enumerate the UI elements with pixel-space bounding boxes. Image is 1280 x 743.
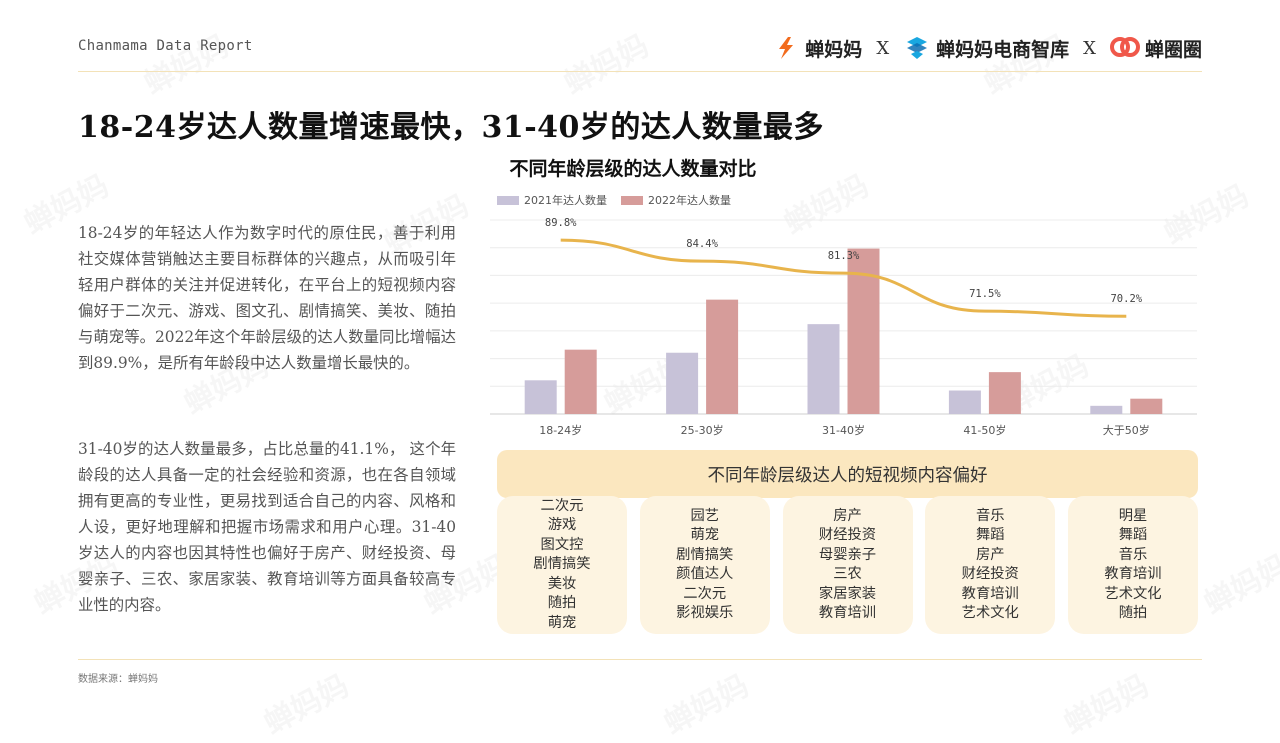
logo-separator: X [876,37,890,59]
bar-2021 [948,390,981,414]
watermark-text: 蝉妈妈 [1195,541,1280,622]
chanquanquan-logo-icon [1109,37,1140,57]
x-tick-label: 41-50岁 [963,423,1006,437]
preference-item: 二次元 [540,497,584,514]
bar-2021 [1090,405,1123,414]
growth-rate-label: 81.3% [828,250,860,262]
analysis-paragraph-midage: 31-40岁的达人数量最多，占比总量的41.1%， 这个年龄段的达人具备一定的社… [78,440,456,614]
preference-item: 教育培训 [1104,566,1162,582]
bar-2021 [666,352,699,414]
bar-2022 [564,349,597,414]
preference-item: 随拍 [1118,605,1148,621]
age-bar-line-chart: 18-24岁 25-30岁 31-40岁 41-50岁 大于50岁 89.8% 84.4% 8… [490,217,1197,437]
preference-item: 房产 [975,546,1005,563]
chanmama-think-tank-logo-text: 蝉妈妈电商智库 [936,38,1070,61]
chanmama-think-tank-logo-icon [907,37,928,59]
legend-swatch-2022 [621,195,643,205]
preference-column: 二次元游戏图文控剧情搞笑美妆随拍萌宠 [497,496,627,634]
growth-rate-label: 70.2% [1110,293,1142,305]
preference-item: 音乐 [975,507,1005,524]
watermark-text: 蝉妈妈 [255,661,355,742]
chanmama-logo-icon [779,37,794,59]
watermark-text: 蝉妈妈 [1055,661,1155,742]
preference-column: 音乐舞蹈房产财经投资教育培训艺术文化 [925,496,1056,634]
preference-column: 园艺萌宠剧情搞笑颜值达人二次元影视娱乐 [639,496,770,634]
preference-item: 财经投资 [961,566,1019,582]
x-tick-label: 31-40岁 [822,423,865,437]
x-tick-label: 大于50岁 [1103,423,1150,437]
chanmama-logo-text: 蝉妈妈 [805,38,863,61]
logo-separator: X [1083,37,1096,59]
preference-item: 二次元 [683,585,727,602]
preference-item: 萌宠 [547,614,577,631]
legend-label-2022: 2022年达人数量 [648,194,731,207]
preference-column: 房产财经投资母婴亲子三农家居家装教育培训 [782,496,913,634]
preference-item: 萌宠 [690,527,720,543]
data-source: 数据来源：蝉妈妈 [78,674,158,685]
preference-column: 明星舞蹈音乐教育培训艺术文化随拍 [1068,496,1198,634]
preference-item: 颜值达人 [676,566,734,582]
preference-item: 艺术文化 [1104,585,1162,602]
watermark-text: 蝉妈妈 [655,661,755,742]
preference-item: 影视娱乐 [676,605,734,621]
preference-item: 明星 [1118,507,1148,524]
chanquanquan-logo: 蝉圈圈 [1109,34,1202,62]
footer-divider [78,659,1202,660]
legend-item-2022: 2022年达人数量 [621,192,731,208]
preference-item: 艺术文化 [961,605,1019,621]
preference-item: 舞蹈 [1118,527,1148,543]
preference-item: 剧情搞笑 [676,546,734,563]
x-tick-label: 18-24岁 [539,423,582,437]
preference-item: 游戏 [547,517,577,534]
report-tag: Chanmama Data Report [78,38,253,54]
growth-rate-label: 71.5% [969,288,1001,300]
growth-rate-line [560,238,1127,318]
legend-label-2021: 2021年达人数量 [524,194,607,207]
legend-swatch-2021 [497,195,519,205]
x-tick-label: 25-30岁 [681,423,724,437]
watermark-text: 蝉妈妈 [555,21,655,102]
preference-item: 母婴亲子 [818,546,877,563]
chanmama-logo: 蝉妈妈 [772,34,862,62]
analysis-paragraph-young: 18-24岁的年轻达人作为数字时代的原住民，善于利用社交媒体营销触达主要目标群体… [78,224,456,372]
chart-title: 不同年龄层级的达人数量对比 [509,158,757,180]
preference-item: 剧情搞笑 [533,556,591,573]
bar-2021 [524,380,557,414]
preference-item: 房产 [833,507,862,524]
preferences-columns: 二次元 游戏 图文控 剧情搞笑 美妆 随拍 萌宠 园艺 萌宠 剧情搞笑 颜值达人 二次元 影视娱乐 房产财… [497,496,1198,636]
chanquanquan-logo-text: 蝉圈圈 [1144,38,1202,61]
preference-item: 三农 [833,566,862,582]
preference-item: 教育培训 [818,605,877,621]
growth-rate-label: 89.8% [545,217,577,229]
bar-2022 [988,372,1021,414]
preference-item: 舞蹈 [975,527,1005,543]
preferences-header: 不同年龄层级达人的短视频内容偏好 [497,450,1198,498]
bar-2022 [706,299,739,414]
partner-logos: 蝉妈妈 X 蝉妈妈电商智库 X 蝉圈圈 [772,34,1202,62]
header-divider [78,71,1202,72]
preference-item: 图文控 [540,536,584,553]
bar-2021 [807,324,840,414]
preference-item: 音乐 [1118,546,1148,563]
preference-item: 园艺 [690,507,720,524]
chart-legend: 2021年达人数量 2022年达人数量 [497,192,731,208]
preference-item: 财经投资 [818,527,877,543]
preference-item: 家居家装 [818,585,877,602]
preference-item: 教育培训 [961,585,1019,602]
bar-2022 [1130,398,1163,414]
preference-item: 美妆 [547,575,577,592]
growth-rate-label: 84.4% [686,238,718,250]
watermark-text: 蝉妈妈 [135,21,235,102]
legend-item-2021: 2021年达人数量 [497,192,607,208]
preference-item: 随拍 [547,595,577,612]
chanmama-think-tank-logo: 蝉妈妈电商智库 [903,34,1069,62]
page-title: 18-24岁达人数量增速最快，31-40岁的达人数量最多 [78,110,824,145]
